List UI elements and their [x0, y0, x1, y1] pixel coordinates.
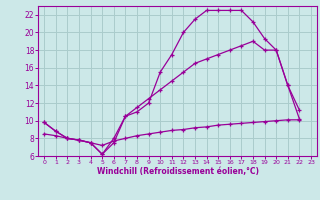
- X-axis label: Windchill (Refroidissement éolien,°C): Windchill (Refroidissement éolien,°C): [97, 167, 259, 176]
